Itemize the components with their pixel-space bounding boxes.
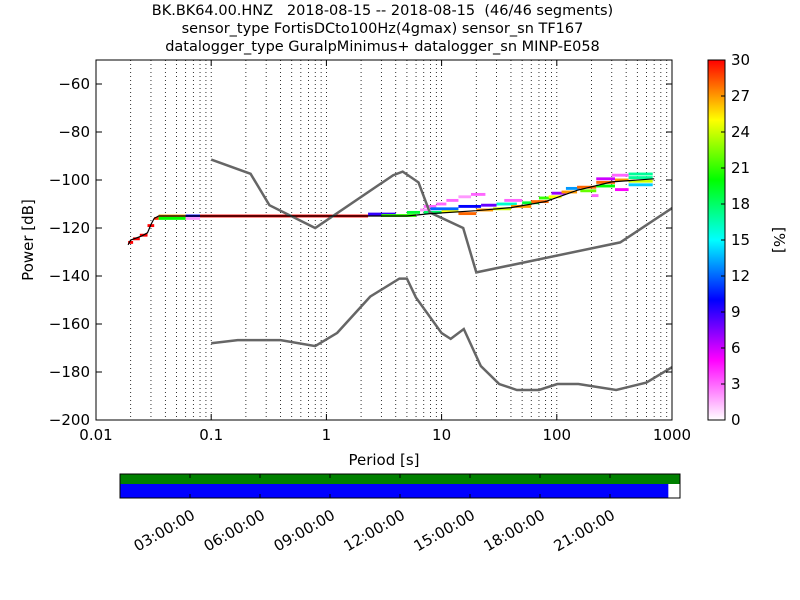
psd-cell: [128, 240, 134, 244]
psd-cell: [538, 196, 552, 200]
psd-cell: [614, 178, 629, 182]
x-tick-label: 0.01: [79, 426, 112, 444]
psd-cell: [133, 237, 140, 241]
x-tick-label: 1000: [653, 426, 691, 444]
noise-model-nlnm: [211, 277, 672, 392]
y-tick-label: −140: [49, 267, 90, 285]
noise-model-nhnm: [210, 158, 672, 274]
psd-cell: [158, 216, 186, 220]
chart-title: BK.BK64.00.HNZ 2018-08-15 -- 2018-08-15 …: [0, 2, 765, 56]
psd-cell: [496, 202, 517, 206]
psd-cell: [591, 194, 599, 198]
mean-psd-line: [127, 178, 655, 246]
psd-cell: [628, 172, 653, 176]
colorbar-tick-label: 6: [731, 339, 741, 357]
psd-cell: [614, 188, 629, 192]
psd-cell: [154, 216, 159, 220]
psd-cell: [628, 183, 653, 187]
plot-frame: [95, 59, 673, 421]
y-axis: −200 −180 −160 −140 −120 −100 −80 −60: [49, 75, 672, 429]
mean-psd: [127, 178, 655, 246]
timeline-tick-label: 03:00:00: [131, 506, 198, 555]
x-tick-label: 0.1: [199, 426, 223, 444]
psd-cell: [481, 203, 497, 207]
colorbar-tick-label: 15: [731, 231, 750, 249]
colorbar-tick-label: 12: [731, 267, 750, 285]
psd-cell: [458, 212, 477, 216]
colorbar-tick-label: 24: [731, 123, 750, 141]
psd-cell: [611, 173, 629, 177]
psd-cell: [436, 202, 447, 206]
psd-cell: [565, 186, 581, 190]
psd-cell: [406, 210, 421, 214]
psd-cell: [531, 200, 549, 204]
psd-cell: [420, 208, 431, 212]
title-line-2: sensor_type FortisDCto100Hz(4gmax) senso…: [181, 21, 584, 37]
psd-cell: [596, 180, 615, 184]
timeline-tick-label: 15:00:00: [411, 506, 478, 555]
colorbar: 0 3 6 9 12 15 18 21 24 27 30 [%]: [707, 51, 788, 429]
psd-cell: [628, 179, 653, 183]
colorbar-tick-label: 9: [731, 303, 741, 321]
x-tick-label: 1: [322, 426, 332, 444]
colorbar-tick-label: 3: [731, 375, 741, 393]
y-tick-label: −80: [58, 123, 90, 141]
psd-cell: [458, 204, 482, 208]
psd-cell: [596, 177, 615, 181]
x-tick-label: 10: [432, 426, 451, 444]
noise-models: [210, 158, 672, 392]
psd-cell: [561, 190, 578, 194]
y-axis-label: Power [dB]: [19, 199, 37, 281]
colorbar-tick-label: 27: [731, 87, 750, 105]
x-axis-label: Period [s]: [348, 451, 419, 469]
colorbar-tick-label: 18: [731, 195, 750, 213]
psd-cell: [548, 195, 562, 199]
colorbar-ticks: 0 3 6 9 12 15 18 21 24 27 30: [721, 51, 750, 429]
psd-cell: [504, 198, 523, 202]
psd-histogram: [128, 172, 653, 244]
colorbar-tick-label: 21: [731, 159, 750, 177]
psd-cell: [441, 209, 459, 213]
y-tick-label: −100: [49, 171, 90, 189]
psd-cell: [596, 184, 615, 188]
title-line-3: datalogger_type GuralpMinimus+ datalogge…: [165, 39, 600, 55]
title-line-1: BK.BK64.00.HNZ 2018-08-15 -- 2018-08-15 …: [151, 3, 614, 19]
x-tick-label: 100: [542, 426, 571, 444]
timeline-tick-label: 12:00:00: [341, 506, 408, 555]
timeline-tick-label: 06:00:00: [201, 506, 268, 555]
timeline-bar: [120, 474, 680, 484]
psd-cell: [185, 216, 201, 220]
psd-cell: [628, 176, 653, 180]
psd-cell: [580, 189, 597, 193]
psd-cell: [471, 192, 486, 196]
psd-cell: [430, 207, 459, 211]
timeline-tick-label: 18:00:00: [481, 506, 548, 555]
data-availability-timeline: 03:00:00 06:00:00 09:00:00 12:00:00 15:00:00…: [119, 473, 681, 555]
psd-cell: [446, 198, 459, 202]
colorbar-label: [%]: [770, 227, 788, 253]
timeline-bar: [120, 484, 669, 498]
psd-cell: [551, 191, 566, 195]
psd-cell: [423, 204, 437, 208]
colorbar-tick-label: 30: [731, 51, 750, 69]
y-tick-label: −120: [49, 219, 90, 237]
y-tick-label: −200: [49, 411, 90, 429]
y-tick-label: −160: [49, 315, 90, 333]
psd-cell: [577, 185, 597, 189]
y-tick-label: −60: [58, 75, 90, 93]
psd-cell: [458, 195, 472, 199]
timeline-tick-label: 21:00:00: [551, 506, 618, 555]
y-tick-label: −180: [49, 363, 90, 381]
colorbar-tick-label: 0: [731, 411, 741, 429]
x-axis: 0.01 0.1 1 10 100 1000: [79, 60, 691, 444]
psd-cell: [522, 201, 539, 205]
grid: [130, 60, 668, 420]
timeline-tick-label: 09:00:00: [271, 506, 338, 555]
